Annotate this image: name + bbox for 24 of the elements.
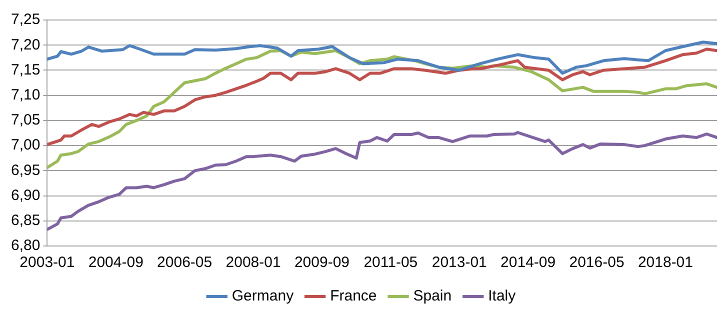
x-tick-label: 2003-01 xyxy=(20,254,75,272)
x-tick-label: 2008-01 xyxy=(226,254,281,272)
legend-label: France xyxy=(330,288,377,305)
y-tick-label: 7,10 xyxy=(10,86,40,104)
y-tick-label: 6,90 xyxy=(10,186,40,204)
x-tick-label: 2011-05 xyxy=(364,254,418,272)
x-tick-label: 2016-05 xyxy=(569,254,624,272)
y-tick-label: 7,15 xyxy=(10,61,40,78)
x-tick-label: 2006-05 xyxy=(157,254,212,272)
y-tick-label: 6,85 xyxy=(10,212,40,230)
x-tick-label: 2004-09 xyxy=(88,254,144,272)
x-tick-label: 2014-09 xyxy=(500,254,556,272)
y-tick-label: 7,25 xyxy=(10,11,40,28)
y-tick-label: 7,20 xyxy=(10,36,40,54)
y-tick-label: 6,80 xyxy=(10,237,40,254)
legend-label: Germany xyxy=(232,288,294,305)
y-tick-label: 7,00 xyxy=(10,136,40,154)
x-tick-label: 2009-09 xyxy=(294,254,350,272)
legend-label: Spain xyxy=(413,288,452,305)
x-tick-label: 2018-01 xyxy=(638,254,694,272)
x-tick-label: 2013-01 xyxy=(432,254,487,272)
legend-label: Italy xyxy=(488,288,516,305)
y-tick-label: 7,05 xyxy=(10,112,40,129)
y-tick-label: 6,95 xyxy=(10,162,40,179)
